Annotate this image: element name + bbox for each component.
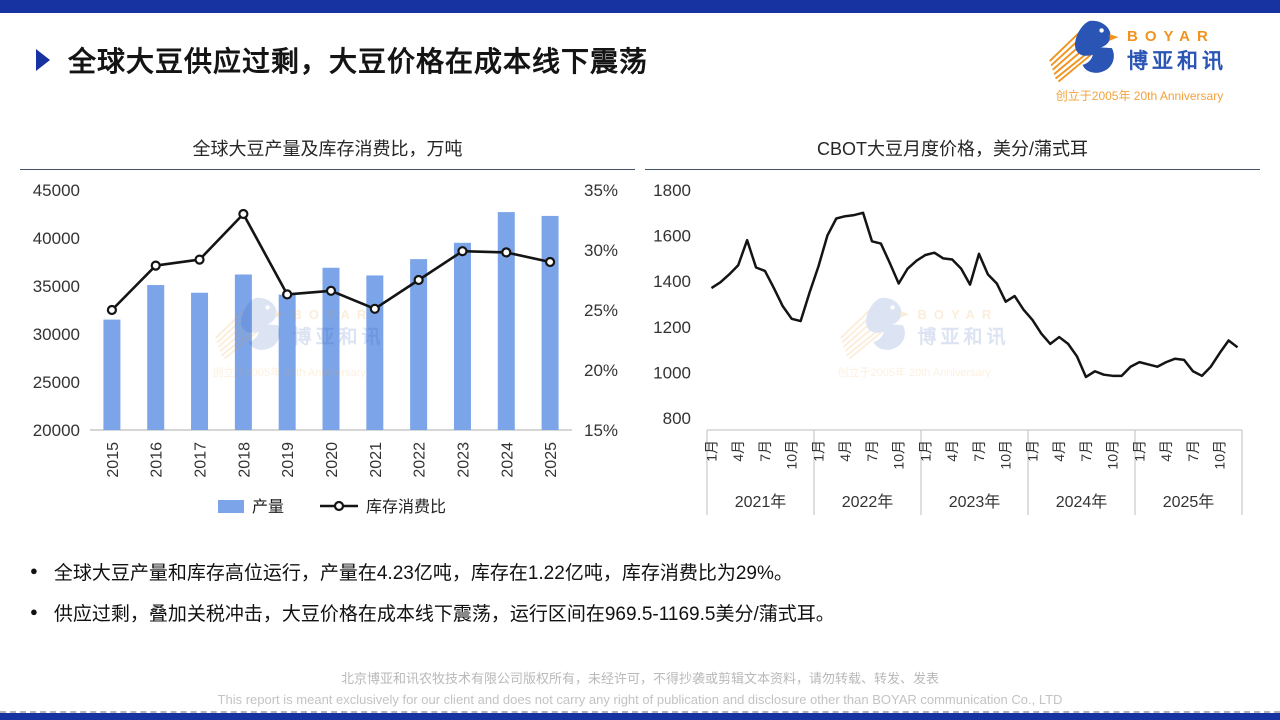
bullet-dot-icon: ● bbox=[30, 604, 38, 619]
svg-text:库存消费比: 库存消费比 bbox=[366, 498, 446, 516]
svg-text:800: 800 bbox=[663, 409, 691, 428]
svg-text:7月: 7月 bbox=[864, 440, 880, 462]
svg-text:1000: 1000 bbox=[653, 363, 691, 382]
title-arrow-icon bbox=[36, 49, 50, 71]
svg-text:10月: 10月 bbox=[891, 440, 907, 470]
bottom-accent-bar bbox=[0, 713, 1280, 720]
svg-text:4月: 4月 bbox=[1158, 440, 1174, 462]
svg-text:2025: 2025 bbox=[543, 442, 560, 478]
bullet-text: 供应过剩，叠加关税冲击，大豆价格在成本线下震荡，运行区间在969.5-1169.… bbox=[53, 604, 835, 625]
svg-text:2020: 2020 bbox=[324, 442, 341, 478]
title-row: 全球大豆供应过剩，大豆价格在成本线下震荡 bbox=[36, 40, 648, 80]
footer: 北京博亚和讯农牧技术有限公司版权所有，未经许可，不得抄袭或剪辑文本资料，请勿转载… bbox=[0, 668, 1280, 713]
svg-text:15%: 15% bbox=[584, 421, 618, 440]
svg-text:10月: 10月 bbox=[784, 440, 800, 470]
svg-text:1月: 1月 bbox=[810, 440, 826, 462]
chart-price: CBOT大豆月度价格，美分/蒲式耳 1800 1600 1400 1200 1000 80… bbox=[645, 135, 1260, 530]
chart-price-plot: 1800 1600 1400 1200 1000 800 1月 4月 7月 10月 2021年 1月 4… bbox=[653, 181, 1243, 515]
svg-text:产量: 产量 bbox=[252, 498, 284, 516]
chart-production-title: 全球大豆产量及库存消费比，万吨 bbox=[20, 135, 635, 170]
logo-names: BOYAR 博亚和讯 bbox=[1127, 28, 1227, 75]
svg-text:2024: 2024 bbox=[499, 442, 516, 478]
svg-text:10月: 10月 bbox=[998, 440, 1014, 470]
svg-text:30%: 30% bbox=[584, 241, 618, 260]
svg-text:4月: 4月 bbox=[944, 440, 960, 462]
svg-text:2015: 2015 bbox=[105, 442, 122, 478]
svg-text:1200: 1200 bbox=[653, 318, 691, 337]
logo-brand-en: BOYAR bbox=[1127, 27, 1215, 45]
logo-brand-cn: 博亚和讯 bbox=[1127, 49, 1227, 73]
svg-text:2022年: 2022年 bbox=[842, 493, 894, 511]
svg-text:2023: 2023 bbox=[455, 442, 472, 478]
logo-top: BOYAR 博亚和讯 bbox=[1047, 18, 1232, 84]
svg-text:30000: 30000 bbox=[33, 325, 80, 344]
svg-text:1400: 1400 bbox=[653, 272, 691, 291]
svg-text:4月: 4月 bbox=[1051, 440, 1067, 462]
top-accent-bar bbox=[0, 0, 1280, 13]
footer-line-en: This report is meant exclusively for our… bbox=[217, 692, 1063, 707]
svg-text:25%: 25% bbox=[584, 301, 618, 320]
svg-text:2017: 2017 bbox=[193, 442, 210, 478]
svg-text:2024年: 2024年 bbox=[1056, 493, 1108, 511]
logo-tagline: 创立于2005年 20th Anniversary bbox=[1055, 89, 1224, 103]
svg-text:35000: 35000 bbox=[33, 277, 80, 296]
svg-text:7月: 7月 bbox=[1078, 440, 1094, 462]
boyar-bird-icon bbox=[1049, 20, 1119, 83]
svg-text:10月: 10月 bbox=[1212, 440, 1228, 470]
svg-text:7月: 7月 bbox=[1185, 440, 1201, 462]
page-title: 全球大豆供应过剩，大豆价格在成本线下震荡 bbox=[68, 46, 649, 77]
charts-row: 全球大豆产量及库存消费比，万吨 45000 40000 35000 30000 2500… bbox=[20, 135, 1260, 530]
svg-text:35%: 35% bbox=[584, 181, 618, 200]
svg-text:4月: 4月 bbox=[730, 440, 746, 462]
svg-text:40000: 40000 bbox=[33, 229, 80, 248]
bullet-text: 全球大豆产量和库存高位运行，产量在4.23亿吨，库存在1.22亿吨，库存消费比为… bbox=[53, 563, 793, 584]
bullet-dot-icon: ● bbox=[30, 563, 38, 578]
chart-price-title: CBOT大豆月度价格，美分/蒲式耳 bbox=[645, 135, 1260, 170]
svg-text:1月: 1月 bbox=[1131, 440, 1147, 462]
svg-text:2018: 2018 bbox=[236, 442, 253, 478]
svg-text:1800: 1800 bbox=[653, 181, 691, 200]
bullet-item: ● 供应过剩，叠加关税冲击，大豆价格在成本线下震荡，运行区间在969.5-116… bbox=[30, 599, 1250, 626]
svg-text:1月: 1月 bbox=[703, 440, 719, 462]
svg-text:25000: 25000 bbox=[33, 373, 80, 392]
svg-text:2023年: 2023年 bbox=[949, 493, 1001, 511]
svg-text:20%: 20% bbox=[584, 361, 618, 380]
bullet-item: ● 全球大豆产量和库存高位运行，产量在4.23亿吨，库存在1.22亿吨，库存消费… bbox=[30, 558, 1250, 585]
svg-text:7月: 7月 bbox=[971, 440, 987, 462]
svg-text:2019: 2019 bbox=[280, 442, 297, 478]
svg-text:1月: 1月 bbox=[917, 440, 933, 462]
svg-text:2016: 2016 bbox=[149, 442, 166, 478]
chart-production: 全球大豆产量及库存消费比，万吨 45000 40000 35000 30000 2500… bbox=[20, 135, 635, 530]
svg-text:2025年: 2025年 bbox=[1163, 493, 1215, 511]
svg-text:4月: 4月 bbox=[837, 440, 853, 462]
svg-text:2021年: 2021年 bbox=[735, 493, 787, 511]
boyar-logo: BOYAR 博亚和讯 创立于2005年 20th Anniversary bbox=[1047, 18, 1232, 104]
svg-text:10月: 10月 bbox=[1105, 440, 1121, 470]
svg-text:1月: 1月 bbox=[1024, 440, 1040, 462]
svg-text:2022: 2022 bbox=[412, 442, 429, 478]
chart-production-plot: 45000 40000 35000 30000 25000 20000 35% 30% 25% 2… bbox=[33, 181, 618, 516]
svg-text:1600: 1600 bbox=[653, 227, 691, 246]
svg-text:45000: 45000 bbox=[33, 181, 80, 200]
svg-text:20000: 20000 bbox=[33, 421, 80, 440]
svg-text:7月: 7月 bbox=[757, 440, 773, 462]
svg-text:2021: 2021 bbox=[368, 442, 385, 478]
footer-line-cn: 北京博亚和讯农牧技术有限公司版权所有，未经许可，不得抄袭或剪辑文本资料，请勿转载… bbox=[340, 671, 939, 686]
header: 全球大豆供应过剩，大豆价格在成本线下震荡 bbox=[0, 20, 1280, 107]
bullet-list: ● 全球大豆产量和库存高位运行，产量在4.23亿吨，库存在1.22亿吨，库存消费… bbox=[30, 558, 1250, 640]
